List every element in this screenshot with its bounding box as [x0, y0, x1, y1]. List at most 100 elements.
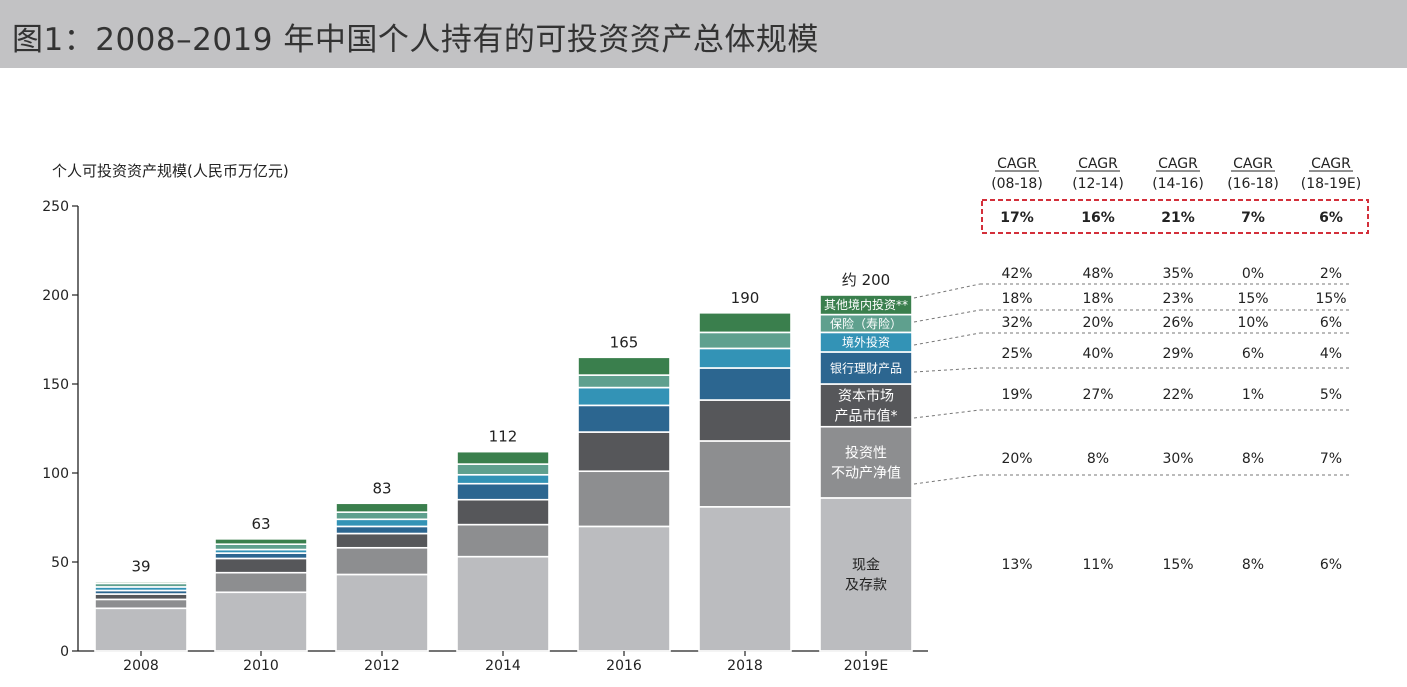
total-label: 165 — [610, 333, 639, 351]
bar-segment-other — [577, 356, 671, 376]
cagr-header-label: CAGR — [1233, 156, 1273, 172]
bar-segment-overseas — [335, 518, 429, 528]
x-tick-label: 2018 — [727, 658, 763, 674]
bar-segment-real_estate — [214, 571, 308, 594]
cagr-header-period: (08-18) — [991, 176, 1043, 192]
cagr-real_estate-value: 8% — [1242, 451, 1264, 467]
bar-segment-bank_wm — [698, 367, 792, 401]
cagr-overseas-value: 20% — [1082, 315, 1113, 331]
bar-segment-other — [698, 311, 792, 334]
cagr-real_estate-value: 20% — [1001, 451, 1032, 467]
bar-segment-capital_market — [335, 532, 429, 549]
series-connector-other — [913, 283, 981, 299]
cagr-overseas-value: 26% — [1162, 315, 1193, 331]
bar-segment-capital_market — [577, 431, 671, 473]
cagr-other-value: 42% — [1001, 266, 1032, 282]
cagr-total-value: 16% — [1081, 210, 1115, 226]
y-axis-label: 个人可投资资产规模(人民币万亿元) — [52, 162, 289, 180]
series-connector-capital_market — [913, 409, 981, 419]
y-tick-label: 150 — [42, 377, 69, 393]
y-tick-label: 50 — [51, 555, 69, 571]
cagr-real_estate-value: 30% — [1162, 451, 1193, 467]
cagr-capital_market-value: 27% — [1082, 387, 1113, 403]
y-tick-label: 0 — [60, 644, 69, 660]
cagr-real_estate-value: 8% — [1087, 451, 1109, 467]
total-label: 83 — [372, 479, 391, 497]
bar-segment-capital_market — [94, 593, 188, 601]
bar-segment-capital_market — [214, 557, 308, 574]
cagr-total-value: 21% — [1161, 210, 1195, 226]
x-tick-label: 2016 — [606, 658, 642, 674]
cagr-header-period: (14-16) — [1152, 176, 1204, 192]
series-label-real_estate: 不动产净值 — [831, 465, 901, 481]
y-tick-label: 100 — [42, 466, 69, 482]
cagr-other-value: 35% — [1162, 266, 1193, 282]
y-tick-label: 200 — [42, 288, 69, 304]
cagr-cash-value: 13% — [1001, 557, 1032, 573]
cagr-total-value: 7% — [1241, 210, 1265, 226]
series-label-bank_wm: 银行理财产品 — [830, 361, 902, 375]
series-connector-bank_wm — [913, 367, 981, 373]
series-label-capital_market: 产品市值* — [835, 407, 898, 424]
bar-segment-cash — [456, 555, 550, 652]
cagr-insurance-value: 18% — [1082, 291, 1113, 307]
cagr-header-period: (18-19E) — [1301, 176, 1361, 192]
total-label: 112 — [489, 428, 518, 446]
bar-segment-real_estate — [698, 440, 792, 508]
x-tick-label: 2014 — [485, 658, 521, 674]
cagr-header-label: CAGR — [1158, 156, 1198, 172]
cagr-cash-value: 8% — [1242, 557, 1264, 573]
bar-segment-overseas — [698, 347, 792, 369]
bar-segment-other — [456, 450, 550, 465]
bar-segment-cash — [577, 525, 671, 652]
series-label-real_estate: 投资性 — [845, 445, 887, 461]
cagr-cash-value: 15% — [1162, 557, 1193, 573]
cagr-insurance-value: 23% — [1162, 291, 1193, 307]
series-connector-real_estate — [913, 474, 981, 485]
series-label-overseas: 境外投资 — [842, 334, 890, 349]
cagr-real_estate-value: 7% — [1320, 451, 1342, 467]
cagr-insurance-value: 15% — [1237, 291, 1268, 307]
total-label: 39 — [131, 558, 150, 576]
cagr-capital_market-value: 22% — [1162, 387, 1193, 403]
bar-segment-real_estate — [819, 425, 913, 499]
bar-segment-other — [214, 538, 308, 545]
cagr-overseas-value: 32% — [1001, 315, 1032, 331]
x-tick-label: 2019E — [844, 658, 888, 674]
bar-segment-cash — [94, 607, 188, 652]
cagr-total-value: 17% — [1000, 210, 1034, 226]
bar-segment-other — [335, 502, 429, 513]
bar-segment-insurance — [698, 331, 792, 350]
cagr-overseas-value: 10% — [1237, 315, 1268, 331]
bar-segment-cash — [819, 497, 913, 652]
cagr-capital_market-value: 19% — [1001, 387, 1032, 403]
bar-segment-capital_market — [698, 399, 792, 442]
total-label: 63 — [251, 515, 270, 533]
bar-segment-cash — [335, 573, 429, 652]
bar-segment-bank_wm — [214, 552, 308, 560]
cagr-bank_wm-value: 40% — [1082, 346, 1113, 362]
bar-segment-bank_wm — [335, 525, 429, 535]
bar-segment-bank_wm — [456, 482, 550, 501]
cagr-bank_wm-value: 6% — [1242, 346, 1264, 362]
cagr-header-label: CAGR — [1078, 156, 1118, 172]
cagr-insurance-value: 18% — [1001, 291, 1032, 307]
x-tick-label: 2012 — [364, 658, 400, 674]
cagr-header-period: (16-18) — [1227, 176, 1279, 192]
y-tick-label: 250 — [42, 199, 69, 215]
total-label: 190 — [731, 289, 760, 307]
bar-segment-real_estate — [94, 598, 188, 610]
cagr-total-value: 6% — [1319, 210, 1343, 226]
x-tick-label: 2010 — [243, 658, 279, 674]
bar-segment-capital_market — [456, 498, 550, 526]
cagr-overseas-value: 6% — [1320, 315, 1342, 331]
series-label-cash: 及存款 — [845, 578, 887, 594]
bar-segment-overseas — [456, 473, 550, 485]
bar-segment-insurance — [577, 374, 671, 389]
bar-segment-cash — [214, 591, 308, 652]
cagr-bank_wm-value: 25% — [1001, 346, 1032, 362]
cagr-header-label: CAGR — [1311, 156, 1351, 172]
bar-segment-insurance — [214, 543, 308, 551]
cagr-header-period: (12-14) — [1072, 176, 1124, 192]
